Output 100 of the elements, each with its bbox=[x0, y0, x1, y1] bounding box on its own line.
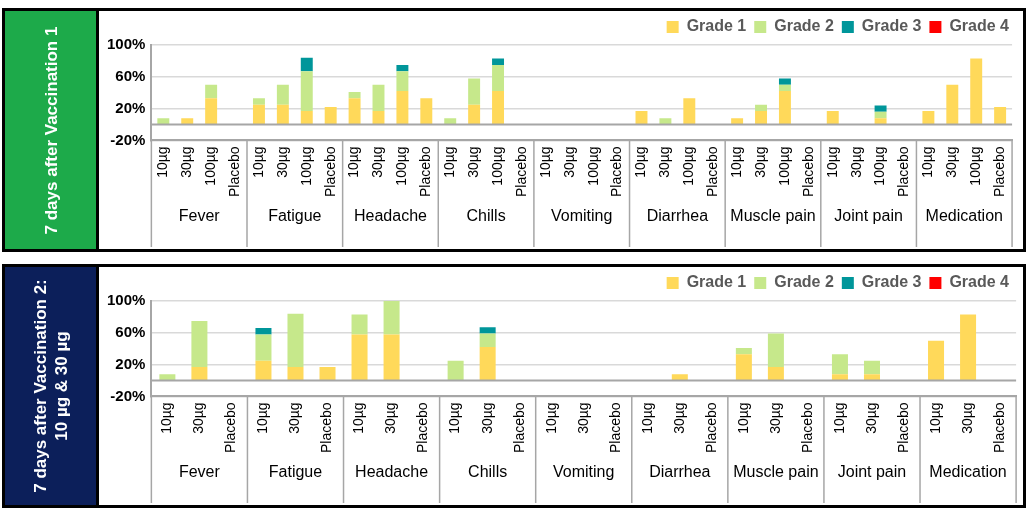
y-tick-label: 100% bbox=[106, 35, 146, 53]
x-tick-label: 30µg bbox=[190, 402, 207, 434]
bar bbox=[396, 71, 409, 92]
bar bbox=[319, 366, 336, 381]
x-tick-label: 100µg bbox=[488, 146, 505, 186]
x-tick-label: 10µg bbox=[632, 146, 649, 178]
legend-label: Grade 4 bbox=[949, 273, 1010, 291]
x-tick-label: Placebo bbox=[606, 402, 623, 453]
y-tick-label: 20% bbox=[115, 98, 146, 116]
bar bbox=[778, 78, 791, 85]
text: 7 days after Vaccination 2: 10 µg & 30 µg bbox=[29, 278, 72, 495]
legend-label: Grade 2 bbox=[774, 17, 834, 35]
x-tick-label: 100µg bbox=[584, 146, 601, 186]
text: Chills bbox=[466, 207, 506, 225]
bar bbox=[276, 84, 289, 105]
x-tick-label: 10µg bbox=[919, 146, 936, 178]
bar bbox=[447, 360, 464, 381]
text: Fever bbox=[178, 463, 221, 481]
x-tick-label: 30µg bbox=[369, 146, 386, 178]
bar bbox=[479, 333, 496, 348]
text: Diarrhea bbox=[649, 463, 711, 481]
x-tick-label: 10µg bbox=[727, 146, 744, 178]
x-tick-label: 10µg bbox=[536, 146, 553, 178]
x-tick-label: 10µg bbox=[926, 402, 943, 434]
x-tick-label: Placebo bbox=[318, 402, 335, 453]
x-tick-label: Placebo bbox=[990, 146, 1007, 197]
bar bbox=[735, 347, 752, 355]
x-tick-label: 10µg bbox=[441, 146, 458, 178]
bar bbox=[928, 340, 945, 381]
text: Vomiting bbox=[553, 463, 615, 481]
x-tick-label: 30µg bbox=[943, 146, 960, 178]
bar bbox=[831, 354, 848, 375]
bar bbox=[468, 78, 481, 105]
x-tick-label: Placebo bbox=[895, 146, 912, 197]
x-tick-label: Placebo bbox=[417, 146, 434, 197]
bar bbox=[863, 360, 880, 375]
bar bbox=[205, 84, 218, 99]
bar bbox=[396, 64, 409, 72]
bar bbox=[946, 84, 959, 125]
bar bbox=[767, 366, 784, 381]
bar bbox=[255, 334, 272, 361]
text: Fatigue bbox=[268, 207, 322, 225]
bar bbox=[479, 347, 496, 381]
x-tick-label: 10µg bbox=[154, 146, 171, 178]
x-tick-label: 10µg bbox=[734, 402, 751, 434]
bar bbox=[778, 84, 791, 92]
bar bbox=[479, 327, 496, 334]
bar bbox=[960, 314, 977, 381]
x-tick-label: Placebo bbox=[798, 402, 815, 453]
x-tick-label: 10µg bbox=[249, 146, 266, 178]
bar bbox=[351, 334, 368, 381]
bar bbox=[324, 107, 337, 125]
x-tick-label: Placebo bbox=[799, 146, 816, 197]
bar bbox=[396, 91, 409, 125]
bar bbox=[351, 314, 368, 335]
x-tick-label: 10µg bbox=[830, 402, 847, 434]
bar bbox=[255, 328, 272, 335]
bar bbox=[252, 104, 265, 125]
x-tick-label: 10µg bbox=[542, 402, 559, 434]
bar bbox=[874, 111, 887, 119]
bar bbox=[468, 104, 481, 125]
x-tick-label: Placebo bbox=[225, 146, 242, 197]
bar bbox=[420, 98, 433, 125]
y-tick-label: -20% bbox=[110, 386, 146, 404]
bar bbox=[348, 91, 361, 99]
y-tick-label: 60% bbox=[115, 66, 146, 84]
legend-label: Grade 1 bbox=[686, 17, 747, 35]
x-tick-label: 100µg bbox=[393, 146, 410, 186]
x-tick-label: 30µg bbox=[382, 402, 399, 434]
x-tick-label: 100µg bbox=[967, 146, 984, 186]
text: Fatigue bbox=[268, 463, 323, 481]
bar bbox=[492, 58, 505, 65]
legend-label: Grade 3 bbox=[861, 273, 922, 291]
bar bbox=[683, 98, 696, 125]
bar bbox=[755, 104, 768, 111]
legend-label: Grade 3 bbox=[861, 17, 922, 35]
x-tick-label: 30µg bbox=[670, 402, 687, 434]
bar bbox=[767, 333, 784, 367]
x-tick-label: 30µg bbox=[478, 402, 495, 434]
bar bbox=[383, 334, 400, 381]
bar bbox=[300, 57, 313, 72]
x-tick-label: 100µg bbox=[297, 146, 314, 186]
text: Headache bbox=[355, 463, 429, 481]
text: Medication bbox=[929, 463, 1007, 481]
x-tick-label: 10µg bbox=[350, 402, 367, 434]
bar bbox=[255, 360, 272, 381]
x-tick-label: Placebo bbox=[608, 146, 625, 197]
text: Muscle pain bbox=[733, 463, 819, 481]
bar bbox=[287, 313, 304, 367]
x-tick-label: Placebo bbox=[702, 402, 719, 453]
x-tick-label: 10µg bbox=[345, 146, 362, 178]
legend-label: Grade 4 bbox=[949, 17, 1010, 35]
x-tick-label: Placebo bbox=[512, 146, 529, 197]
x-tick-label: 30µg bbox=[178, 146, 195, 178]
text: Fever bbox=[178, 207, 221, 225]
bar bbox=[372, 84, 385, 111]
x-tick-label: 30µg bbox=[751, 146, 768, 178]
x-tick-label: Placebo bbox=[894, 402, 911, 453]
text: Joint pain bbox=[837, 463, 907, 481]
x-tick-label: 30µg bbox=[862, 402, 879, 434]
